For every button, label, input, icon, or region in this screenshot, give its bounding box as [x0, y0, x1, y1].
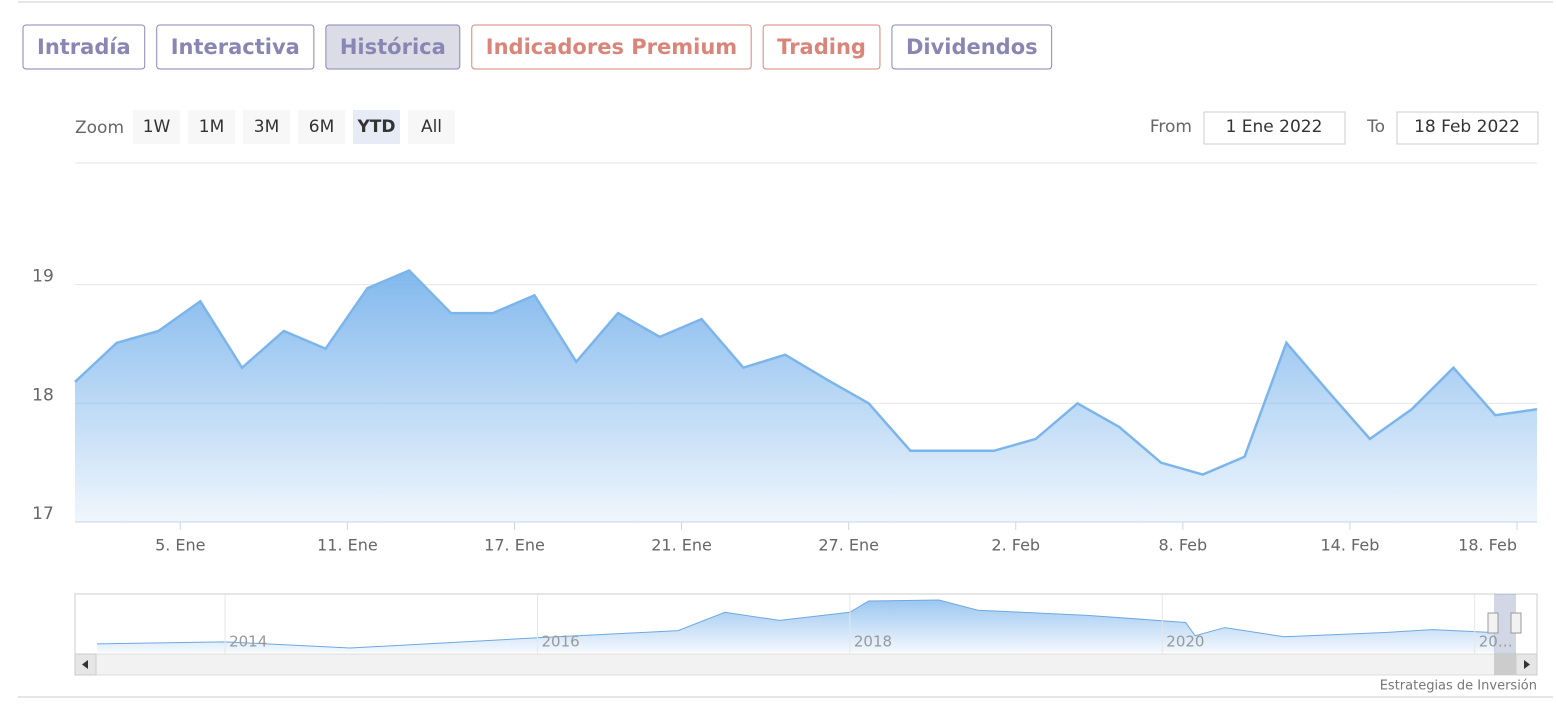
zoom-button[interactable]: [243, 110, 290, 144]
tab-label: Intradía: [37, 35, 131, 59]
x-tick-label: 11. Ene: [317, 536, 378, 555]
navigator-mask: [1494, 594, 1516, 654]
tab[interactable]: [22, 24, 146, 70]
zoom-button-label: 6M: [309, 117, 334, 137]
x-tick-label: 5. Ene: [155, 536, 205, 555]
y-tick-label: 19: [32, 267, 54, 287]
zoom-button-label: YTD: [356, 117, 395, 137]
arrow-right: [1524, 660, 1530, 669]
zoom-button-label: 3M: [254, 117, 279, 137]
zoom-button[interactable]: [353, 110, 400, 144]
x-tick-label: 27. Ene: [818, 536, 879, 555]
to-input[interactable]: [1396, 111, 1539, 145]
navigator-area: [97, 600, 1495, 652]
tab-label: Trading: [777, 35, 866, 59]
navigator-tick-label: 2020: [1166, 633, 1204, 651]
scroll-thumb[interactable]: [1494, 654, 1516, 675]
x-tick-label: 14. Feb: [1320, 536, 1379, 555]
credit: Estrategias de Inversión: [1380, 679, 1537, 694]
zoom-button-label: 1W: [143, 117, 171, 137]
from-label: From: [1150, 117, 1192, 137]
tab[interactable]: [891, 24, 1053, 70]
tab-label: Interactiva: [171, 35, 300, 59]
navigator-tick-label: 2016: [541, 633, 579, 651]
x-tick-label: 8. Feb: [1158, 536, 1207, 555]
handle-left[interactable]: [1487, 612, 1499, 634]
navigator-tick-label: 20…: [1479, 633, 1513, 651]
navigator-tick-label: 2018: [854, 633, 892, 651]
line: [74, 268, 1538, 476]
from-input[interactable]: [1203, 111, 1346, 145]
tab[interactable]: [156, 24, 315, 70]
x-tick-label: 18. Feb: [1458, 536, 1517, 555]
arrow-left: [82, 660, 88, 669]
scrollbar[interactable]: [74, 653, 1538, 676]
tab[interactable]: [471, 24, 752, 70]
zoom-button[interactable]: [188, 110, 235, 144]
navigator-tick-label: 2014: [229, 633, 267, 651]
from-value: 1 Ene 2022: [1226, 117, 1323, 137]
tab-label: Indicadores Premium: [486, 35, 737, 59]
zoom-button[interactable]: [408, 110, 455, 144]
y-tick-label: 17: [32, 504, 54, 524]
zoom-label: Zoom: [75, 118, 124, 138]
zoom-button-label: All: [421, 117, 442, 137]
zoom-button[interactable]: [133, 110, 180, 144]
tab-label: Histórica: [340, 35, 446, 59]
tab[interactable]: [762, 24, 881, 70]
zoom-button-label: 1M: [199, 117, 224, 137]
x-tick-label: 2. Feb: [991, 536, 1040, 555]
zoom-button[interactable]: [298, 110, 345, 144]
area: [75, 270, 1537, 522]
x-tick-label: 17. Ene: [484, 536, 545, 555]
to-value: 18 Feb 2022: [1414, 117, 1520, 137]
y-tick-label: 18: [32, 385, 54, 405]
x-tick-label: 21. Ene: [651, 536, 712, 555]
handle-right[interactable]: [1510, 612, 1522, 634]
tab[interactable]: [325, 24, 461, 70]
to-label: To: [1366, 117, 1385, 137]
tab-label: Dividendos: [906, 35, 1038, 59]
